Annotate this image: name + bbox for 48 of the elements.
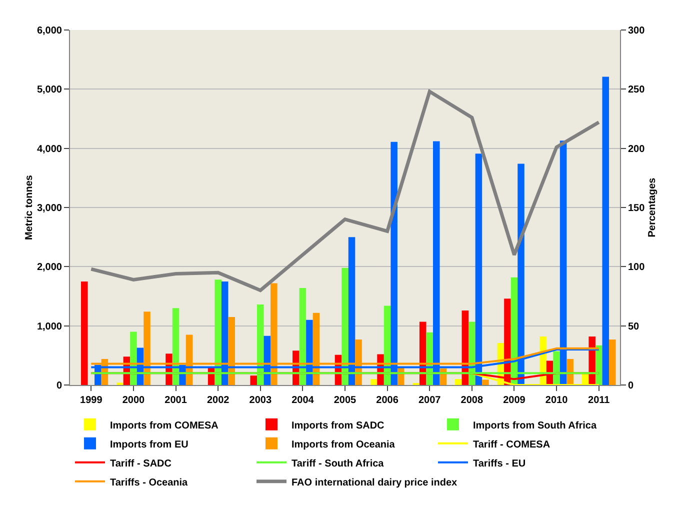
x-tick-label: 2002 (206, 395, 230, 406)
bar (250, 376, 257, 385)
y-tick-label: 3,000 (36, 203, 62, 214)
legend-label: Tariffs - Oceania (110, 477, 188, 488)
y2-axis-title: Percentages (647, 177, 658, 238)
legend-label: Imports from COMESA (110, 420, 218, 432)
y2-tick-label: 150 (628, 203, 646, 214)
legend-label: FAO international dairy price index (292, 477, 458, 488)
y-tick-label: 2,000 (36, 262, 62, 274)
legend-label: Tariffs - EU (473, 458, 526, 470)
bar (370, 379, 378, 385)
x-tick-label: 2000 (122, 395, 146, 406)
bar (609, 339, 616, 385)
legend-label: Tariff - COMESA (473, 439, 550, 450)
y-tick-label: 4,000 (36, 144, 62, 155)
line-series (89, 90, 601, 292)
y2-tick-label: 300 (628, 26, 646, 36)
bar (482, 380, 489, 385)
y-tick-label: 1,000 (36, 321, 62, 332)
bar (81, 281, 88, 385)
x-tick-label: 2010 (545, 395, 568, 406)
legend-label: Tariff - SADC (110, 458, 172, 470)
y-tick-label: 0 (56, 380, 62, 392)
legend-label: Imports from Oceania (292, 439, 396, 450)
legend-label: Imports from EU (110, 439, 188, 450)
y2-tick-label: 200 (628, 144, 646, 155)
x-tick-label: 1999 (80, 395, 103, 406)
x-tick-label: 2006 (376, 395, 399, 406)
legend-label: Imports from SADC (292, 420, 384, 432)
y2-tick-label: 100 (628, 262, 646, 274)
y2-tick-label: 50 (628, 321, 640, 332)
bar (455, 379, 462, 385)
y2-tick-label: 250 (628, 84, 646, 96)
y-tick-label: 6,000 (36, 26, 62, 36)
y-axis-title: Metric tonnes (24, 174, 35, 240)
x-tick-label: 2004 (292, 395, 314, 406)
x-tick-label: 2005 (334, 395, 357, 406)
x-tick-label: 2003 (249, 395, 272, 406)
x-tick-label: 2009 (503, 395, 526, 406)
y-tick-label: 5,000 (36, 84, 62, 96)
x-tick-label: 2011 (588, 395, 610, 406)
legend-label: Imports from South Africa (473, 420, 597, 432)
x-tick-label: 2008 (460, 395, 484, 406)
x-tick-label: 2001 (164, 395, 188, 406)
y2-tick-label: 0 (628, 380, 634, 392)
bar (602, 76, 609, 385)
x-tick-label: 2007 (418, 395, 442, 406)
legend-label: Tariff - South Africa (292, 458, 384, 470)
